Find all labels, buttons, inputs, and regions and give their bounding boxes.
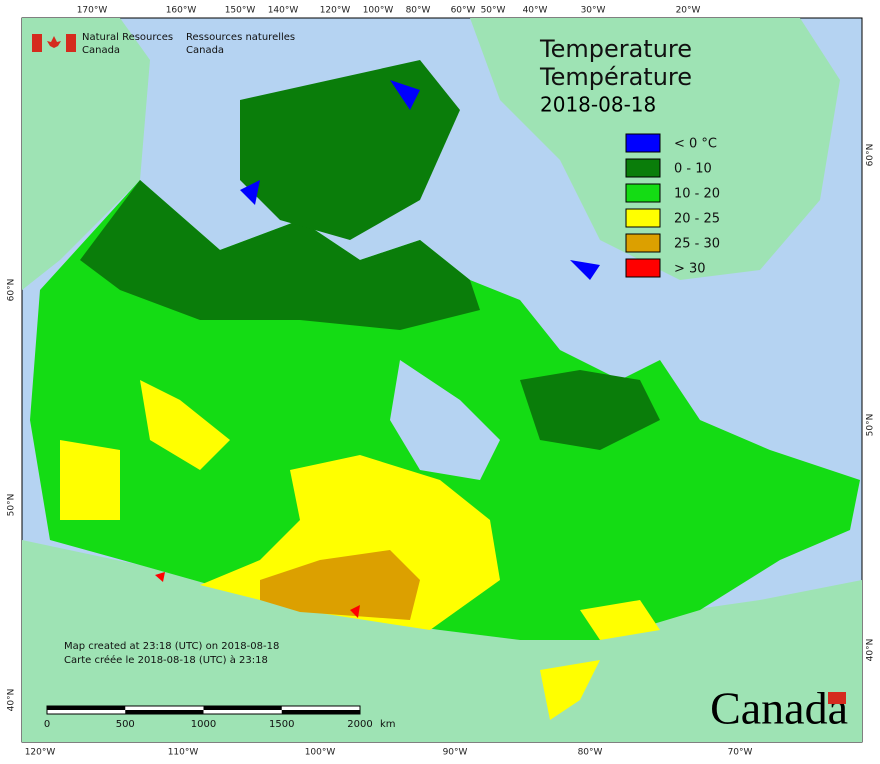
legend-swatch	[625, 133, 661, 153]
graticule-top: 140°W	[268, 6, 299, 16]
legend-label: 25 - 30	[674, 237, 720, 252]
graticule-bottom: 70°W	[728, 748, 753, 758]
graticule-bottom: 120°W	[25, 748, 56, 758]
arctic-islands	[240, 60, 460, 240]
graticule-bottom: 110°W	[168, 748, 199, 758]
legend-swatch	[625, 208, 661, 228]
agency-fr-2: Canada	[186, 45, 224, 56]
zone-25-30	[260, 550, 420, 620]
graticule-top: 150°W	[225, 6, 256, 16]
scale-tick-label: 1500	[269, 719, 294, 730]
alaska	[22, 18, 150, 290]
graticule-top: 40°W	[523, 6, 548, 16]
graticule-left: 60°N	[7, 279, 17, 302]
title-fr: Température	[539, 63, 692, 91]
legend-swatch	[625, 258, 661, 278]
dynamic-layer: < 0 °C 0 - 10 10 - 20 20 - 25 25 - 30 > 30 170…	[7, 6, 876, 758]
scale-segment	[47, 706, 126, 710]
flag-left	[32, 34, 42, 52]
legend-swatch	[625, 183, 661, 203]
legend-label: 20 - 25	[674, 212, 720, 227]
note-fr: Carte créée le 2018-08-18 (UTC) à 23:18	[64, 654, 268, 666]
legend-label: < 0 °C	[674, 137, 717, 152]
flag-right	[66, 34, 76, 52]
graticule-top: 50°W	[481, 6, 506, 16]
note-en: Map created at 23:18 (UTC) on 2018-08-18	[64, 641, 279, 652]
graticule-left: 40°N	[7, 689, 17, 712]
graticule-top: 20°W	[676, 6, 701, 16]
legend-swatch	[625, 233, 661, 253]
legend-label: > 30	[674, 262, 706, 277]
graticule-top: 30°W	[581, 6, 606, 16]
agency-en-2: Canada	[82, 45, 120, 56]
agency-en: Natural Resources	[82, 32, 173, 43]
legend-swatch	[625, 158, 661, 178]
usa	[22, 540, 862, 742]
hudson-bay	[390, 360, 500, 480]
graticule-top: 80°W	[406, 6, 431, 16]
zone-0-10	[80, 180, 480, 330]
graticule-top: 170°W	[77, 6, 108, 16]
agency-fr: Ressources naturelles	[186, 32, 295, 43]
wordmark: Canada	[710, 683, 848, 734]
scale-unit: km	[380, 719, 396, 730]
quebec-north	[520, 370, 660, 450]
graticule-top: 60°W	[451, 6, 476, 16]
graticule-bottom: 80°W	[578, 748, 603, 758]
graticule-left: 50°N	[7, 494, 17, 517]
scale-segment	[125, 710, 204, 714]
graticule-top: 160°W	[166, 6, 197, 16]
graticule-bottom: 90°W	[443, 748, 468, 758]
scale-tick-label: 500	[116, 719, 135, 730]
title-en: Temperature	[539, 35, 692, 63]
scale-tick-label: 0	[44, 719, 50, 730]
graticule-top: 120°W	[320, 6, 351, 16]
legend-label: 10 - 20	[674, 187, 720, 202]
scale-tick-label: 1000	[191, 719, 216, 730]
flag-leaf	[47, 36, 61, 48]
graticule-right: 60°N	[866, 144, 876, 167]
legend-label: 0 - 10	[674, 162, 712, 177]
title-date: 2018-08-18	[540, 93, 656, 117]
graticule-right: 50°N	[866, 414, 876, 437]
graticule-right: 40°N	[866, 639, 876, 662]
scale-segment	[281, 710, 360, 714]
graticule-top: 100°W	[363, 6, 394, 16]
wordmark-flag	[828, 692, 846, 704]
graticule-bottom: 100°W	[305, 748, 336, 758]
scale-tick-label: 2000	[347, 719, 372, 730]
scale-segment	[203, 706, 282, 710]
